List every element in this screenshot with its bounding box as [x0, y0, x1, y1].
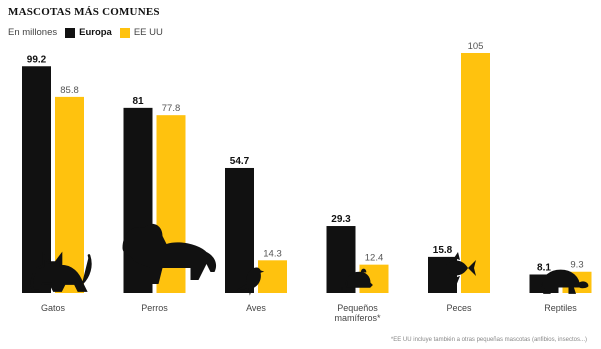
value-label-europa-2: 54.7	[230, 156, 250, 167]
units-note: En millones	[8, 27, 58, 38]
icons-layer	[30, 223, 589, 296]
legend: En millones Europa EE UU	[8, 27, 163, 38]
value-label-europa-1: 81	[132, 96, 144, 107]
value-label-eeuu-3: 12.4	[365, 253, 384, 264]
category-labels-layer: Gatos Perros Aves Pequeños mamíferos* Peces Re…	[41, 303, 577, 323]
chart-title: MASCOTAS MÁS COMUNES	[8, 6, 160, 18]
value-label-europa-0: 99.2	[27, 54, 47, 65]
value-label-eeuu-5: 9.3	[570, 260, 583, 271]
value-label-eeuu-1: 77.8	[162, 103, 181, 114]
category-label-2: Aves	[246, 303, 266, 313]
legend-label-eeuu: EE UU	[133, 27, 163, 38]
value-label-eeuu-4: 105	[468, 41, 484, 52]
legend-swatch-eeuu	[119, 27, 130, 38]
category-label-1: Perros	[141, 303, 168, 313]
bar-eeuu-4	[461, 53, 490, 293]
legend-swatch-europa	[65, 27, 76, 38]
value-label-europa-4: 15.8	[433, 245, 453, 256]
category-label-5: Reptiles	[544, 303, 577, 313]
category-label-3: Pequeños mamíferos*	[334, 303, 381, 323]
footnote: *EE UU incluye también a otras pequeñas …	[390, 337, 587, 343]
value-label-europa-5: 8.1	[537, 262, 551, 273]
labels-layer: 99.2 85.8 81 77.8 54.7 14.3 29.3 12.4 15.8 105 8.1…	[27, 41, 584, 273]
bar-eeuu-2	[258, 260, 287, 293]
value-label-eeuu-2: 14.3	[263, 248, 282, 259]
value-label-europa-3: 29.3	[331, 214, 351, 225]
legend-label-europa: Europa	[79, 27, 112, 38]
bars-layer	[22, 53, 592, 294]
value-label-eeuu-0: 85.8	[60, 85, 79, 96]
category-label-4: Peces	[446, 303, 472, 313]
bar-europa-0	[22, 66, 51, 293]
category-label-0: Gatos	[41, 303, 66, 313]
